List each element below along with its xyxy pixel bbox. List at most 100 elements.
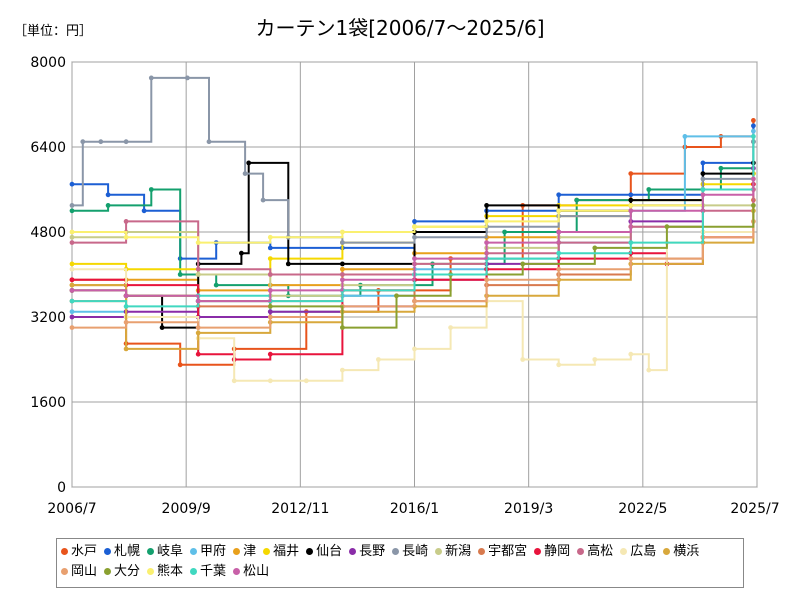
- data-point: [628, 351, 634, 357]
- data-point: [556, 250, 562, 256]
- legend-marker: [104, 548, 112, 555]
- legend-marker: [534, 548, 542, 555]
- legend-label: 福井: [273, 544, 300, 559]
- legend-item: 熊本: [147, 562, 183, 582]
- data-point: [267, 245, 273, 251]
- data-point: [751, 123, 756, 129]
- legend-label: 長野: [359, 544, 386, 559]
- data-point: [69, 261, 75, 267]
- data-point: [206, 139, 212, 145]
- data-point: [751, 118, 756, 123]
- legend-label: 大分: [114, 564, 141, 579]
- data-point: [69, 282, 75, 288]
- data-point: [340, 266, 345, 272]
- series-福井: [69, 171, 756, 277]
- legend-marker: [349, 548, 357, 555]
- data-point: [682, 134, 688, 139]
- legend-marker: [663, 548, 671, 555]
- data-point: [123, 139, 129, 145]
- data-point: [69, 277, 75, 283]
- legend-item: 岡山: [61, 562, 97, 582]
- data-point: [69, 325, 75, 330]
- legend-item: 岐阜: [147, 542, 183, 562]
- data-point: [195, 325, 201, 330]
- data-point: [267, 314, 273, 320]
- data-point: [340, 272, 345, 277]
- data-point: [69, 240, 75, 246]
- data-point: [700, 187, 706, 192]
- legend-marker: [190, 548, 198, 555]
- legend-label: 岐阜: [157, 544, 184, 559]
- data-point: [412, 298, 417, 304]
- data-point: [700, 192, 706, 198]
- legend-label: 宇都宮: [488, 544, 528, 559]
- data-point: [751, 176, 756, 182]
- series-line: [72, 161, 755, 329]
- data-point: [260, 197, 266, 203]
- data-point: [628, 197, 634, 203]
- legend-marker: [104, 568, 112, 575]
- legend-item: 津: [233, 542, 256, 562]
- data-point: [700, 160, 706, 166]
- data-point: [246, 160, 252, 166]
- data-point: [195, 266, 201, 272]
- series-line: [72, 205, 755, 329]
- legend-marker: [263, 548, 271, 555]
- data-point: [700, 171, 706, 177]
- series-layer: [69, 75, 756, 384]
- data-point: [105, 203, 111, 208]
- data-point: [412, 224, 417, 230]
- unit-label: ［単位：円］: [14, 24, 93, 39]
- data-point: [484, 203, 489, 208]
- series-line: [72, 221, 755, 382]
- x-tick-label: 2019/3: [504, 501, 553, 517]
- data-point: [751, 203, 756, 208]
- legend-label: 岡山: [71, 564, 98, 579]
- data-point: [412, 346, 417, 352]
- y-tick-label: 3200: [30, 310, 66, 326]
- data-point: [412, 219, 417, 224]
- data-point: [185, 75, 190, 81]
- legend-label: 松山: [243, 564, 270, 579]
- series-札幌: [69, 123, 756, 261]
- y-tick-label: 1600: [30, 395, 66, 411]
- series-広島: [69, 219, 756, 384]
- data-point: [267, 304, 273, 309]
- data-point: [267, 234, 273, 240]
- data-point: [123, 219, 129, 224]
- data-point: [69, 203, 75, 208]
- x-tick-label: 2016/1: [390, 501, 439, 517]
- data-point: [98, 139, 104, 145]
- legend-item: 長崎: [392, 542, 428, 562]
- data-point: [239, 250, 244, 256]
- series-line: [72, 76, 755, 244]
- data-point: [556, 229, 562, 235]
- data-point: [123, 304, 129, 309]
- y-tick-label: 0: [57, 480, 66, 496]
- series-長崎: [69, 75, 756, 246]
- legend-item: 甲府: [190, 542, 226, 562]
- data-point: [69, 229, 75, 235]
- legend-label: 横浜: [673, 544, 700, 559]
- legend-marker: [435, 548, 443, 555]
- legend-label: 熊本: [157, 564, 184, 579]
- data-point: [303, 378, 309, 384]
- series-line: [72, 178, 755, 303]
- data-point: [195, 330, 201, 336]
- legend-label: 新潟: [445, 544, 472, 559]
- data-point: [195, 298, 201, 304]
- legend-label: 長崎: [402, 544, 429, 559]
- data-point: [664, 224, 670, 230]
- data-point: [267, 309, 273, 315]
- data-point: [105, 192, 111, 198]
- x-tick-label: 2025/7: [730, 501, 779, 517]
- legend-label: 水戸: [71, 544, 98, 559]
- data-point: [340, 261, 345, 267]
- legend-marker: [190, 568, 198, 575]
- data-point: [628, 240, 634, 246]
- data-point: [628, 192, 634, 198]
- data-point: [213, 282, 219, 288]
- data-point: [195, 272, 201, 277]
- data-point: [69, 309, 75, 315]
- legend-item: 水戸: [61, 542, 97, 562]
